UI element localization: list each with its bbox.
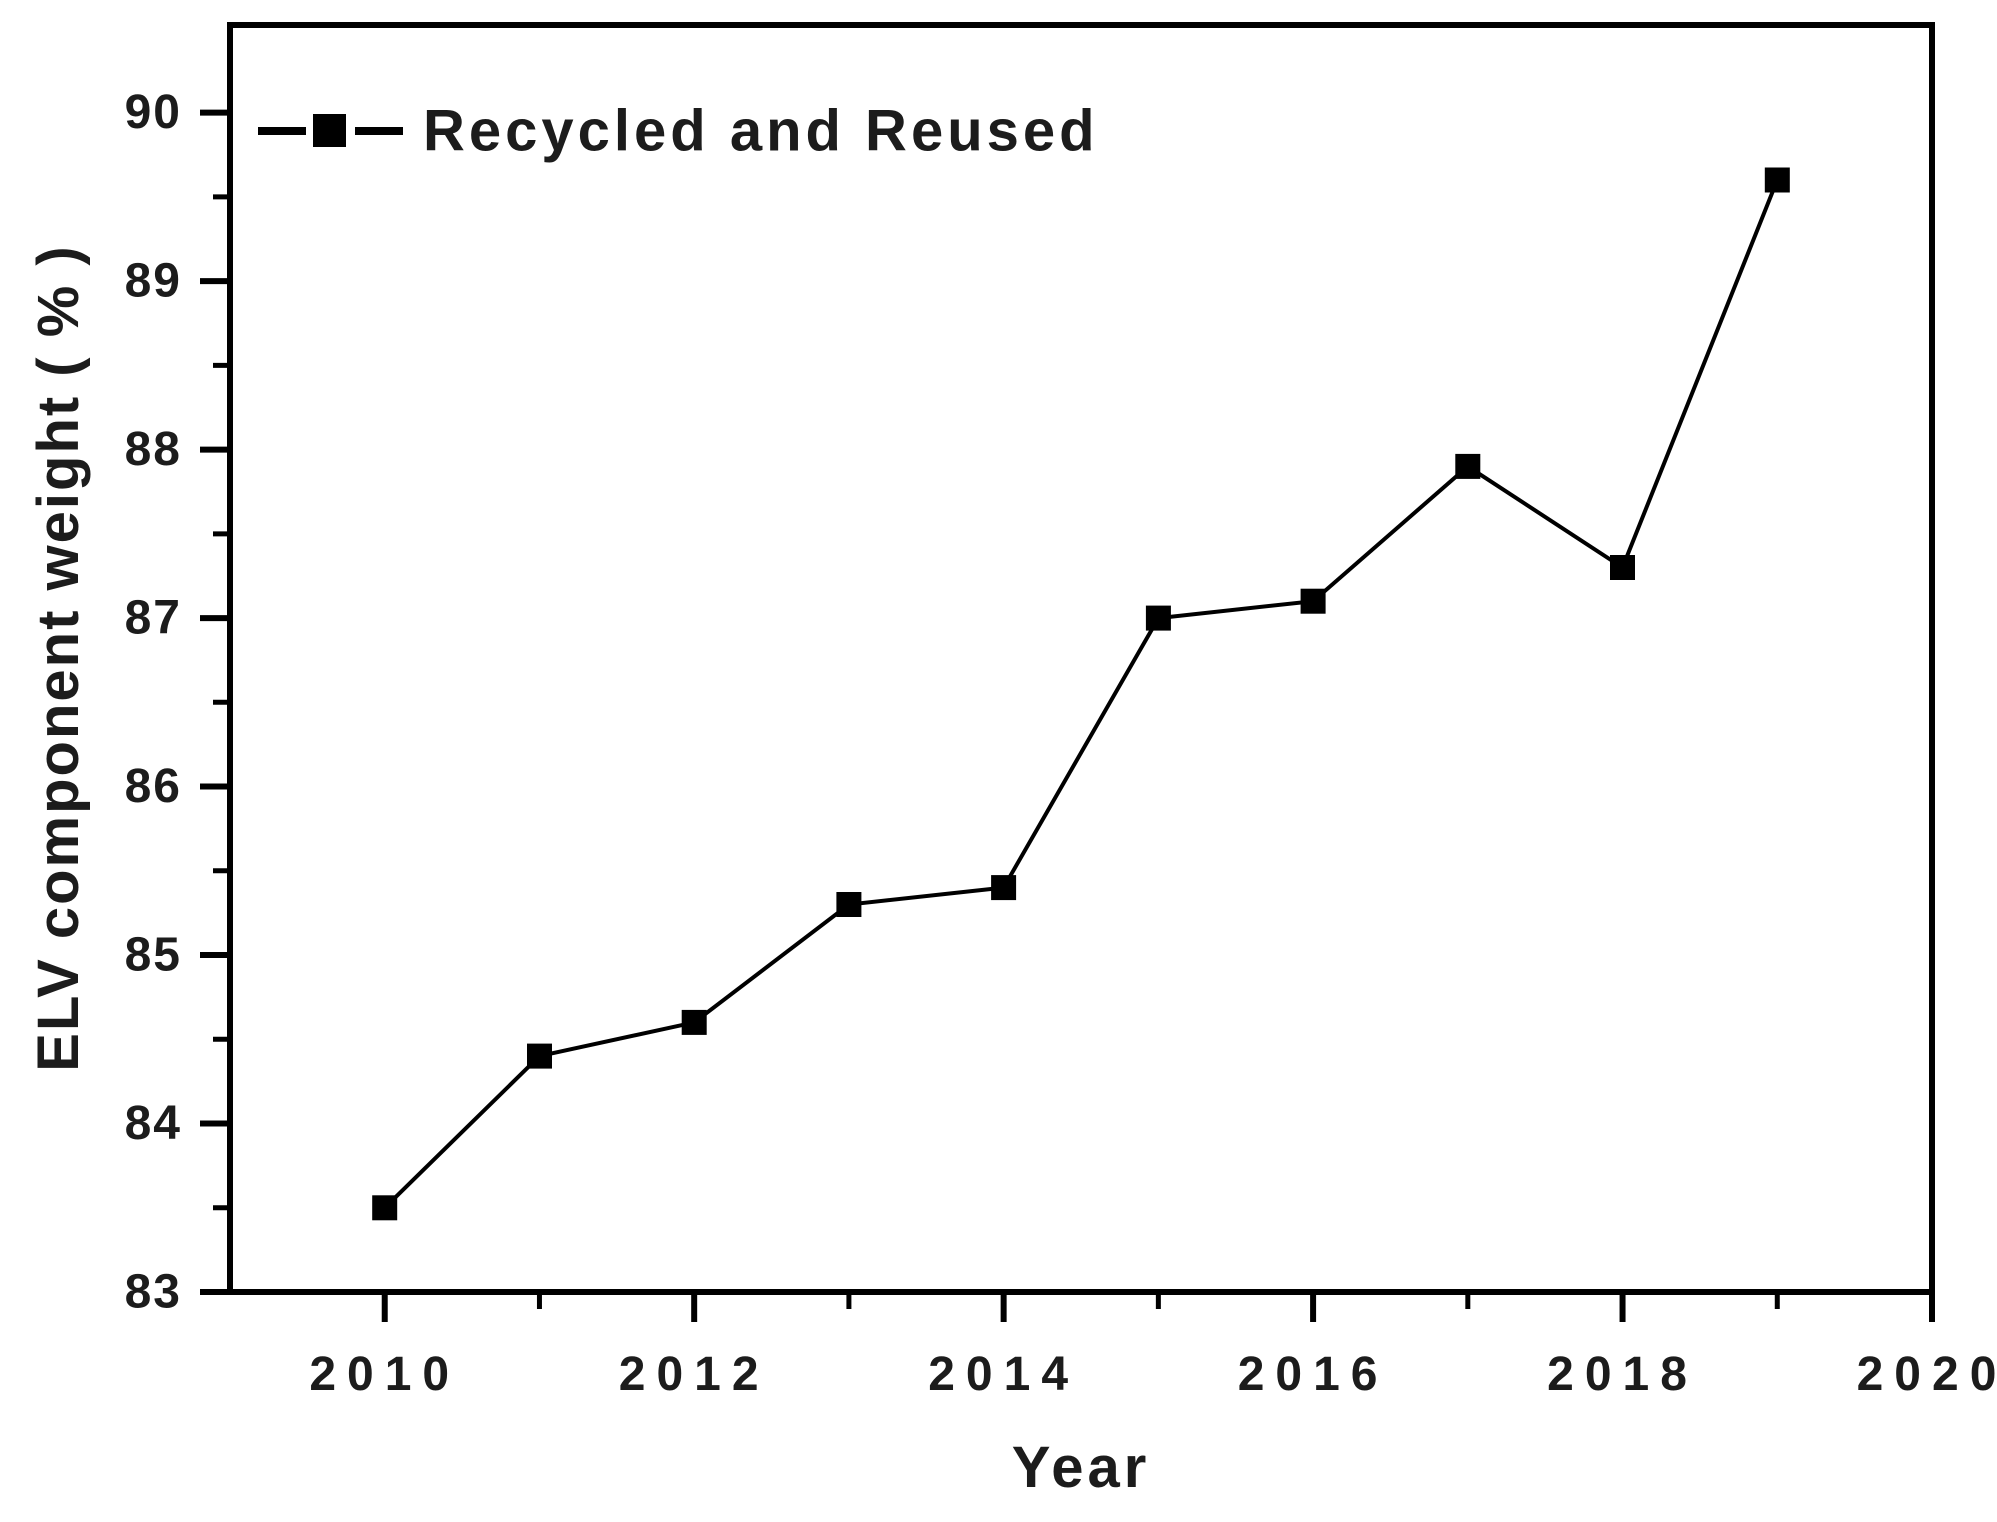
x-tick-label: 2012 — [619, 1348, 770, 1401]
legend: Recycled and Reused — [258, 99, 1099, 164]
x-tick-label: 2014 — [928, 1348, 1079, 1401]
plot-frame-box — [227, 22, 1935, 1295]
data-series — [372, 167, 1790, 1221]
data-point-marker — [1455, 453, 1481, 479]
data-point-marker — [527, 1043, 552, 1069]
data-point-marker — [681, 1009, 707, 1035]
data-line — [383, 179, 1780, 1210]
y-tick-label: 90 — [125, 86, 182, 139]
y-tick-label: 87 — [125, 592, 182, 645]
y-tick-label: 85 — [125, 929, 182, 982]
data-point-marker — [1145, 605, 1171, 631]
y-axis-title: ELV component weight ( % ) — [26, 244, 91, 1071]
legend-label: Recycled and Reused — [423, 99, 1099, 164]
x-tick-label: 2016 — [1238, 1348, 1389, 1401]
y-tick-label: 84 — [125, 1097, 182, 1150]
legend-square-marker-icon — [313, 114, 346, 147]
y-tick-label: 89 — [125, 255, 182, 308]
x-tick-label: 2010 — [309, 1348, 460, 1401]
data-point-marker — [1610, 555, 1635, 580]
data-point-marker — [1300, 588, 1326, 614]
plot-frame — [227, 22, 1935, 1295]
x-tick-label: 2020 — [1857, 1348, 1997, 1401]
data-point-marker — [1764, 167, 1790, 193]
y-tick-label: 86 — [125, 760, 182, 813]
y-tick-label: 83 — [125, 1266, 182, 1319]
x-axis-title: Year — [1012, 1435, 1151, 1500]
data-point-marker — [991, 875, 1017, 901]
x-tick-label: 2018 — [1547, 1348, 1698, 1401]
data-point-marker — [836, 892, 862, 917]
y-tick-label: 88 — [125, 423, 182, 476]
data-point-marker — [372, 1195, 398, 1221]
axis-tick-labels: 83 84 85 86 87 88 89 90 2010 2012 2014 2016 2018 2020 — [125, 86, 1997, 1401]
axis-ticks — [200, 109, 1935, 1322]
